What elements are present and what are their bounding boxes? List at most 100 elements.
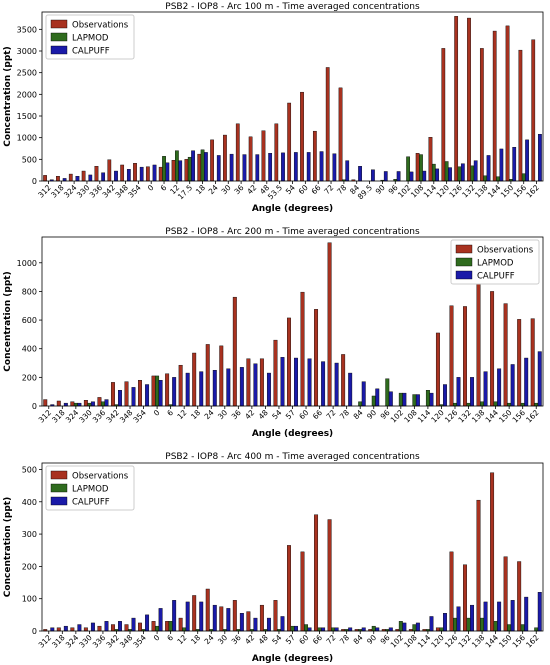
y-tick-label: 600	[22, 316, 37, 325]
bar-calpuff	[470, 604, 475, 632]
bar-observations	[151, 621, 156, 632]
legend-box	[450, 239, 540, 285]
bar-calpuff	[178, 160, 183, 182]
x-tick-label: 90	[365, 633, 378, 646]
y-tick-label: 3000	[17, 47, 37, 56]
bar-calpuff	[415, 622, 420, 632]
bar-observations	[94, 166, 99, 182]
y-tick-label: 1500	[17, 112, 37, 121]
x-tick-label: 66	[311, 633, 324, 646]
bar-lapmod	[162, 156, 166, 182]
legend-swatch-calpuff	[50, 496, 68, 506]
bar-calpuff	[307, 358, 312, 407]
bar-lapmod	[534, 402, 539, 407]
legend-swatch-calpuff	[50, 45, 68, 55]
x-axis-label: Angle (degrees)	[252, 654, 333, 664]
bar-calpuff	[242, 154, 247, 182]
bar-calpuff	[90, 622, 95, 632]
bar-observations	[83, 400, 88, 407]
x-tick-label: 24	[207, 183, 220, 196]
x-tick-label: 18	[194, 183, 207, 196]
y-axis-label: Concentration (ppt)	[3, 271, 13, 371]
bar-lapmod	[444, 161, 449, 182]
x-tick-label: 30	[216, 633, 229, 646]
bar-observations	[259, 358, 264, 407]
bar-calpuff	[145, 384, 150, 407]
bar-observations	[171, 159, 176, 182]
bar-observations	[205, 344, 210, 407]
bar-lapmod	[187, 156, 192, 182]
chart-title: PSB2 - IOP8 - Arc 400 m - Time averaged …	[165, 452, 420, 462]
bar-calpuff	[456, 606, 461, 632]
bar-calpuff	[435, 168, 440, 182]
bar-calpuff	[429, 392, 434, 407]
bar-observations	[415, 153, 420, 182]
legend: Observations LAPMOD CALPUFF	[45, 465, 135, 511]
bar-observations	[219, 606, 224, 632]
legend-label-lapmod: LAPMOD	[72, 34, 109, 44]
bar-observations	[530, 318, 535, 407]
x-tick-label: 60	[297, 183, 310, 196]
bar-observations	[327, 519, 332, 632]
bar-calpuff	[388, 627, 393, 632]
bar-observations	[223, 134, 227, 182]
bar-lapmod	[431, 163, 436, 182]
bar-calpuff	[388, 391, 393, 407]
bar-observations	[314, 514, 319, 632]
x-tick-label: 36	[232, 183, 245, 196]
x-tick-label: 42	[245, 183, 258, 196]
x-tick-label: 6	[159, 183, 169, 193]
bar-calpuff	[443, 613, 447, 632]
bar-lapmod	[419, 154, 423, 182]
bar-observations	[261, 130, 266, 182]
bar-calpuff	[199, 601, 204, 632]
bar-observations	[505, 25, 510, 182]
legend-swatch-lapmod	[50, 483, 68, 493]
x-tick-label: 66	[309, 183, 322, 196]
bar-lapmod	[521, 173, 526, 182]
x-tick-label: 66	[311, 408, 324, 421]
bar-lapmod	[483, 175, 488, 182]
bar-observations	[178, 364, 183, 407]
bar-calpuff	[460, 163, 465, 182]
bar-observations	[314, 309, 319, 407]
bar-calpuff	[118, 390, 122, 407]
bar-calpuff	[266, 372, 271, 407]
bar-calpuff	[319, 151, 324, 182]
bar-lapmod	[371, 395, 376, 407]
bar-calpuff	[280, 616, 285, 632]
y-axis-label: Concentration (ppt)	[3, 497, 13, 597]
bar-calpuff	[77, 624, 82, 632]
bar-lapmod	[398, 621, 403, 632]
legend-label-observations: Observations	[72, 21, 129, 31]
legend-box	[45, 465, 135, 511]
bar-calpuff	[118, 621, 122, 632]
chart-1: PSB2 - IOP8 - Arc 100 m - Time averaged …	[3, 2, 544, 214]
bar-calpuff	[499, 148, 504, 182]
bar-lapmod	[398, 392, 403, 407]
bar-calpuff	[486, 155, 491, 182]
bar-calpuff	[226, 368, 231, 407]
bar-observations	[43, 399, 48, 407]
bar-observations	[151, 375, 156, 407]
bar-lapmod	[412, 394, 417, 407]
bar-calpuff	[422, 170, 427, 182]
bar-calpuff	[90, 401, 95, 407]
bar-lapmod	[466, 617, 471, 632]
y-tick-label: 0	[32, 627, 37, 636]
bar-observations	[338, 87, 343, 182]
bar-calpuff	[473, 160, 478, 182]
x-tick-label: 90	[365, 408, 378, 421]
bar-observations	[273, 339, 278, 407]
bar-calpuff	[216, 155, 221, 182]
bar-calpuff	[524, 596, 529, 632]
bar-calpuff	[253, 363, 258, 407]
x-tick-label: 78	[338, 633, 351, 646]
bar-observations	[435, 627, 440, 632]
bar-calpuff	[185, 601, 190, 632]
legend-label-calpuff: CALPUFF	[72, 47, 110, 57]
bar-observations	[124, 381, 129, 407]
bar-calpuff	[101, 172, 106, 182]
bar-lapmod	[100, 401, 105, 407]
x-tick-label: 48	[257, 633, 270, 646]
